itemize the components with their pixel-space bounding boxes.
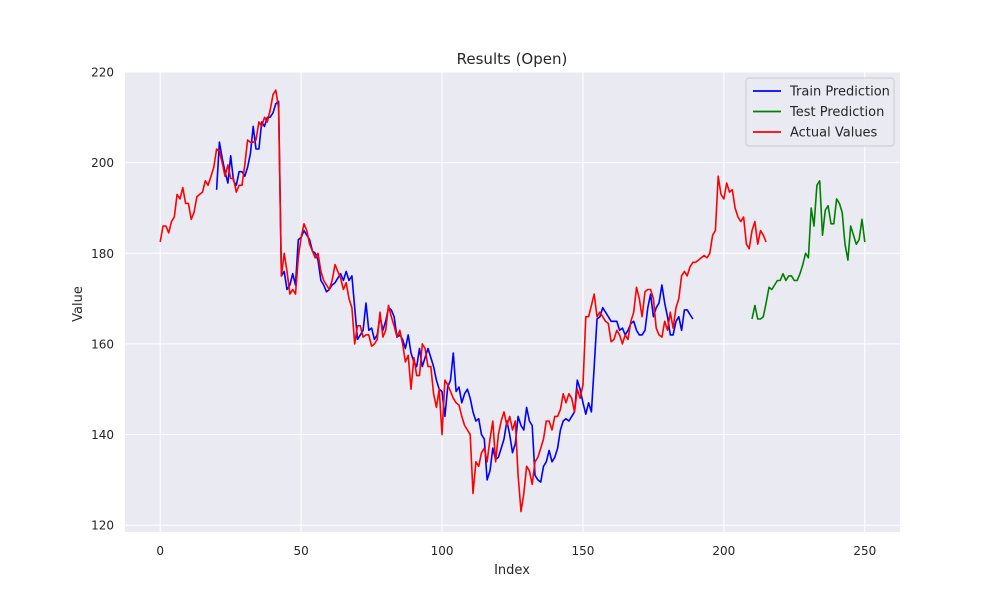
legend-label-train-prediction: Train Prediction <box>789 85 890 100</box>
y-tick-label: 160 <box>91 337 114 351</box>
x-tick-label: 200 <box>712 544 735 558</box>
y-tick-label: 140 <box>91 428 114 442</box>
y-tick-label: 120 <box>91 519 114 533</box>
chart-title: Results (Open) <box>457 50 568 68</box>
y-tick-label: 180 <box>91 247 114 261</box>
x-axis-label: Index <box>494 563 530 578</box>
legend: Train Prediction Test Prediction Actual Va… <box>745 77 895 147</box>
y-tick-label: 200 <box>91 156 114 170</box>
y-axis-label: Value <box>71 286 86 322</box>
x-tick-label: 100 <box>431 544 454 558</box>
x-tick-label: 250 <box>853 544 876 558</box>
series-lines <box>159 89 866 513</box>
plot-area <box>125 72 900 532</box>
series-line-actual-values <box>159 89 767 513</box>
x-tick-label: 0 <box>156 544 164 558</box>
y-tick-label: 220 <box>91 66 114 80</box>
legend-label-test-prediction: Test Prediction <box>789 105 884 120</box>
x-tick-label: 50 <box>293 544 308 558</box>
series-line-test-prediction <box>751 180 866 320</box>
series-line-train-prediction <box>215 100 694 483</box>
x-tick-label: 150 <box>572 544 595 558</box>
tick-labels: 0 50 100 150 200 250 120 140 160 180 200 220 <box>91 66 876 559</box>
grid-lines <box>125 71 900 532</box>
legend-label-actual-values: Actual Values <box>790 126 878 141</box>
legend-box <box>745 77 895 147</box>
